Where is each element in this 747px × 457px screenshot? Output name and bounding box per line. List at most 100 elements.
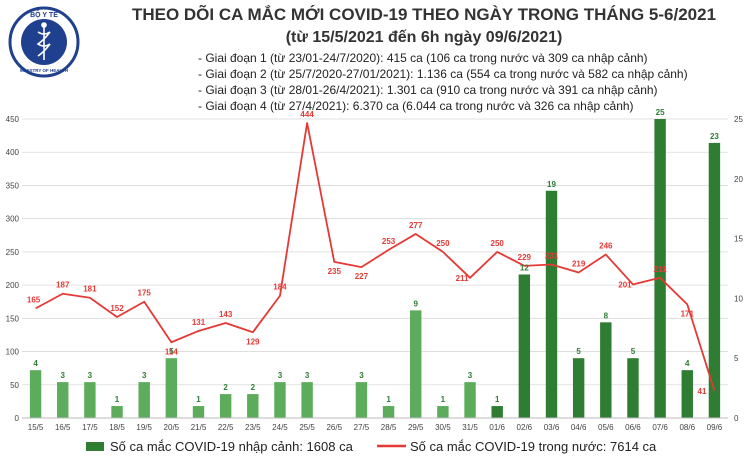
bar-15/5 bbox=[29, 370, 42, 418]
line-value-label: 246 bbox=[599, 242, 613, 251]
bar-value-label: 12 bbox=[520, 263, 529, 272]
bar-value-label: 5 bbox=[576, 347, 581, 356]
bar-18/5 bbox=[111, 406, 123, 418]
left-tick-label: 200 bbox=[6, 281, 20, 290]
x-tick-label: 19/5 bbox=[136, 423, 152, 432]
right-tick-label: 5 bbox=[734, 354, 739, 363]
x-tick-label: 03/6 bbox=[544, 423, 560, 432]
right-tick-label: 15 bbox=[734, 235, 743, 244]
left-tick-label: 50 bbox=[10, 381, 19, 390]
bar-value-label: 23 bbox=[710, 132, 719, 141]
line-value-label: 253 bbox=[382, 237, 396, 246]
x-tick-label: 28/5 bbox=[381, 423, 397, 432]
bar-17/5 bbox=[84, 382, 96, 418]
left-tick-label: 250 bbox=[6, 248, 20, 257]
caduceus-icon bbox=[36, 22, 51, 60]
bar-01/6 bbox=[491, 406, 503, 418]
x-tick-label: 16/5 bbox=[55, 423, 71, 432]
bar-31/5 bbox=[464, 382, 476, 418]
bar-29/5 bbox=[410, 310, 422, 418]
bar-25/5 bbox=[301, 382, 313, 418]
x-tick-label: 20/5 bbox=[164, 423, 180, 432]
line-value-label: 235 bbox=[328, 267, 342, 276]
bar-value-label: 3 bbox=[359, 371, 364, 380]
bar-05/6 bbox=[600, 322, 612, 418]
logo-bottom-text: MINISTRY OF HEALTH bbox=[20, 68, 68, 73]
right-tick-label: 20 bbox=[734, 175, 743, 184]
line-value-label: 175 bbox=[138, 289, 152, 298]
line-value-label: 131 bbox=[192, 318, 206, 327]
right-tick-label: 25 bbox=[734, 115, 743, 124]
line-value-label: 184 bbox=[273, 283, 287, 292]
line-series bbox=[35, 122, 716, 392]
line-value-label: 152 bbox=[110, 304, 124, 313]
legend-line-label: Số ca mắc COVID-19 trong nước: 7614 ca bbox=[410, 439, 657, 454]
x-tick-label: 30/5 bbox=[435, 423, 451, 432]
line-value-label: 171 bbox=[681, 309, 695, 318]
left-tick-label: 0 bbox=[15, 414, 20, 423]
bar-06/6 bbox=[627, 358, 639, 418]
bar-value-label: 1 bbox=[495, 395, 500, 404]
legend: Số ca mắc COVID-19 nhập cảnh: 1608 ca Số… bbox=[86, 439, 657, 454]
left-tick-label: 400 bbox=[6, 148, 20, 157]
bar-22/5 bbox=[219, 394, 232, 418]
left-tick-label: 150 bbox=[6, 314, 20, 323]
bar-value-label: 4 bbox=[33, 359, 38, 368]
bar-09/6 bbox=[708, 142, 721, 419]
x-tick-label: 09/6 bbox=[707, 423, 723, 432]
x-tick-label: 01/6 bbox=[489, 423, 505, 432]
bar-value-label: 5 bbox=[169, 347, 174, 356]
bar-value-label: 2 bbox=[223, 383, 228, 392]
line-value-label: 201 bbox=[618, 280, 632, 289]
x-tick-label: 08/6 bbox=[679, 423, 695, 432]
x-tick-label: 31/5 bbox=[462, 423, 478, 432]
x-tick-label: 06/6 bbox=[625, 423, 641, 432]
bar-value-label: 3 bbox=[305, 371, 310, 380]
bar-24/5 bbox=[274, 382, 286, 418]
logo-top-text: BỘ Y TẾ bbox=[30, 9, 58, 19]
bar-value-label: 9 bbox=[414, 299, 419, 308]
bar-19/5 bbox=[138, 382, 150, 418]
line-value-label: 129 bbox=[246, 337, 260, 346]
x-tick-label: 22/5 bbox=[218, 423, 234, 432]
line-value-label: 187 bbox=[56, 281, 70, 290]
chart-title: THEO DÕI CA MẮC MỚI COVID-19 THEO NGÀY T… bbox=[132, 4, 716, 24]
x-tick-label: 18/5 bbox=[109, 423, 125, 432]
bar-30/5 bbox=[437, 406, 449, 418]
x-tick-label: 27/5 bbox=[354, 423, 370, 432]
phase-line-2: - Giai đoạn 2 (từ 25/7/2020-27/01/2021):… bbox=[198, 67, 688, 81]
x-tick-label: 23/5 bbox=[245, 423, 261, 432]
bar-value-label: 1 bbox=[196, 395, 201, 404]
x-tick-label: 25/5 bbox=[299, 423, 315, 432]
chart-subtitle: (từ 15/5/2021 đến 6h ngày 09/6/2021) bbox=[286, 29, 563, 46]
bar-21/5 bbox=[192, 406, 205, 418]
right-tick-label: 0 bbox=[734, 414, 739, 423]
bar-27/5 bbox=[355, 382, 368, 418]
x-tick-label: 29/5 bbox=[408, 423, 424, 432]
left-tick-label: 450 bbox=[6, 115, 20, 124]
ministry-logo: BỘ Y TẾ MINISTRY OF HEALTH bbox=[8, 6, 80, 78]
x-tick-label: 24/5 bbox=[272, 423, 288, 432]
bar-04/6 bbox=[572, 358, 585, 418]
line-value-label: 250 bbox=[436, 239, 450, 248]
domestic-cases-line bbox=[35, 122, 716, 392]
left-tick-label: 350 bbox=[6, 181, 20, 190]
x-tick-label: 02/6 bbox=[517, 423, 533, 432]
bar-value-label: 1 bbox=[441, 395, 446, 404]
phase-info: - Giai đoạn 1 (từ 23/01-24/7/2020): 415 … bbox=[198, 51, 688, 113]
x-tick-label: 17/5 bbox=[82, 423, 98, 432]
line-value-label: 250 bbox=[491, 239, 505, 248]
x-tick-label: 05/6 bbox=[598, 423, 614, 432]
line-value-label: 219 bbox=[572, 259, 586, 268]
line-value-label: 165 bbox=[27, 295, 41, 304]
bar-value-label: 3 bbox=[468, 371, 473, 380]
bar-value-label: 2 bbox=[251, 383, 256, 392]
phase-line-1: - Giai đoạn 1 (từ 23/01-24/7/2020): 415 … bbox=[198, 51, 648, 65]
bar-value-label: 3 bbox=[88, 371, 93, 380]
left-tick-label: 300 bbox=[6, 215, 20, 224]
line-value-label: 229 bbox=[518, 253, 532, 262]
line-value-label: 211 bbox=[456, 274, 469, 283]
line-value-label: 211 bbox=[654, 265, 667, 274]
